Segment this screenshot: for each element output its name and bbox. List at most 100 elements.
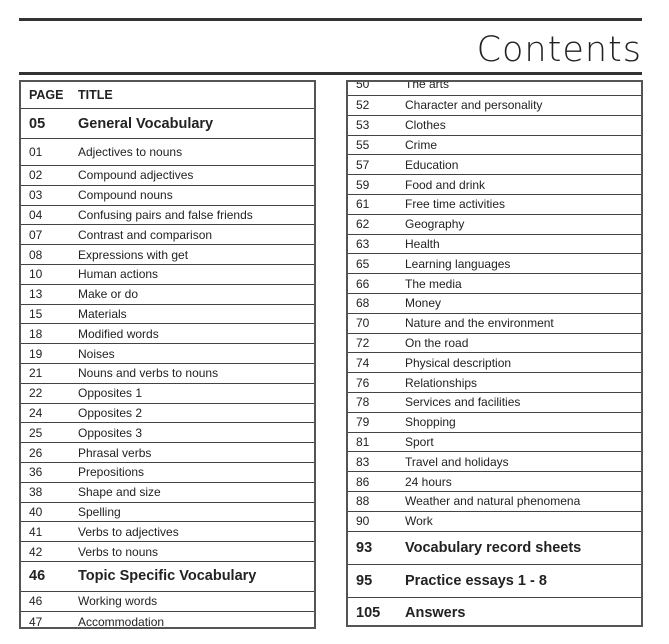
page-number: 05: [29, 115, 46, 132]
entry-title: Free time activities: [405, 197, 506, 212]
page-number: 88: [356, 494, 370, 509]
table-row[interactable]: 22 Opposites 1: [21, 384, 314, 404]
entry-title: Adjectives to nouns: [78, 145, 183, 159]
page-number: 41: [29, 524, 43, 539]
table-row[interactable]: 79 Shopping: [348, 413, 641, 433]
entry-title: Make or do: [78, 287, 139, 302]
table-row[interactable]: 83 Travel and holidays: [348, 452, 641, 473]
table-row[interactable]: 13 Make or do: [21, 285, 314, 305]
table-row[interactable]: 90 Work: [348, 512, 641, 532]
table-row[interactable]: 65 Learning languages: [348, 254, 641, 275]
table-row[interactable]: 46 Working words: [21, 592, 314, 612]
entry-title: Sport: [405, 434, 434, 449]
entry-title: Vocabulary record sheets: [405, 539, 582, 556]
table-row[interactable]: 07 Contrast and comparison: [21, 225, 314, 246]
entry-title: Physical description: [405, 355, 512, 370]
page-number: 24: [29, 405, 43, 420]
table-row[interactable]: 21 Nouns and verbs to nouns: [21, 364, 314, 384]
table-row[interactable]: 70 Nature and the environment: [348, 314, 641, 334]
table-row[interactable]: 10 Human actions: [21, 265, 314, 285]
section-row[interactable]: 105 Answers: [348, 598, 641, 625]
table-row[interactable]: 52 Character and personality: [348, 96, 641, 116]
page-number: 86: [356, 474, 370, 489]
table-row[interactable]: 74 Physical description: [348, 353, 641, 374]
entry-title: Relationships: [405, 375, 478, 390]
table-row[interactable]: 26 Phrasal verbs: [21, 443, 314, 463]
table-row[interactable]: 03 Compound nouns: [21, 186, 314, 206]
table-row[interactable]: 61 Free time activities: [348, 195, 641, 215]
entry-title: Spelling: [78, 504, 121, 519]
section-row[interactable]: 46 Topic Specific Vocabulary: [21, 562, 314, 592]
table-row[interactable]: 62 Geography: [348, 215, 641, 235]
entry-title: Verbs to adjectives: [78, 524, 179, 539]
section-row[interactable]: 93 Vocabulary record sheets: [348, 532, 641, 565]
table-row[interactable]: 68 Money: [348, 294, 641, 314]
table-row[interactable]: 86 24 hours: [348, 472, 641, 492]
table-row[interactable]: 57 Education: [348, 155, 641, 176]
table-row[interactable]: 38 Shape and size: [21, 483, 314, 503]
page-number: 10: [29, 267, 43, 282]
entry-title: Answers: [405, 605, 466, 622]
table-row[interactable]: 76 Relationships: [348, 373, 641, 393]
entry-title: Geography: [405, 217, 465, 232]
table-row[interactable]: 88 Weather and natural phenomena: [348, 492, 641, 512]
entry-title: Verbs to nouns: [78, 544, 159, 559]
table-row[interactable]: 40 Spelling: [21, 503, 314, 523]
table-row[interactable]: 25 Opposites 3: [21, 423, 314, 444]
entry-title: Compound adjectives: [78, 168, 194, 183]
page-number: 61: [356, 197, 370, 212]
entry-title: Expressions with get: [78, 247, 189, 262]
table-row[interactable]: 41 Verbs to adjectives: [21, 522, 314, 543]
table-row[interactable]: 18 Modified words: [21, 324, 314, 345]
table-row[interactable]: 50 The arts: [348, 82, 641, 96]
page-number: 02: [29, 168, 43, 183]
table-row[interactable]: 72 On the road: [348, 334, 641, 354]
table-row[interactable]: 01 Adjectives to nouns: [21, 139, 314, 166]
page-number: 38: [29, 485, 43, 500]
table-row[interactable]: 63 Health: [348, 235, 641, 255]
entry-title: Opposites 3: [78, 425, 143, 440]
entry-title: 24 hours: [405, 474, 452, 489]
page-number: 40: [29, 504, 43, 519]
page-number: 59: [356, 177, 370, 192]
section-row[interactable]: 95 Practice essays 1 - 8: [348, 565, 641, 598]
page-number: 07: [29, 227, 43, 242]
table-row[interactable]: 19 Noises: [21, 344, 314, 364]
section-row[interactable]: 05 General Vocabulary: [21, 109, 314, 139]
entry-title: Travel and holidays: [405, 454, 509, 469]
table-row[interactable]: 02 Compound adjectives: [21, 166, 314, 186]
table-row[interactable]: 81 Sport: [348, 433, 641, 453]
entry-title: On the road: [405, 335, 469, 350]
entry-title: Accommodation: [78, 614, 165, 629]
entry-title: General Vocabulary: [78, 115, 214, 132]
page-number: 13: [29, 287, 43, 302]
entry-title: Human actions: [78, 267, 159, 282]
table-row[interactable]: 78 Services and facilities: [348, 393, 641, 413]
page-number: 46: [29, 568, 46, 585]
entry-title: Contrast and comparison: [78, 227, 213, 242]
entry-title: Opposites 1: [78, 386, 143, 401]
table-row[interactable]: 15 Materials: [21, 305, 314, 325]
entry-title: Prepositions: [78, 465, 145, 480]
page-number: 47: [29, 614, 43, 629]
table-row[interactable]: 24 Opposites 2: [21, 404, 314, 424]
page-number: 65: [356, 256, 370, 271]
page-number: 03: [29, 188, 43, 203]
table-row[interactable]: 59 Food and drink: [348, 175, 641, 195]
table-row[interactable]: 42 Verbs to nouns: [21, 542, 314, 562]
table-row[interactable]: 36 Prepositions: [21, 463, 314, 483]
page-number: 08: [29, 247, 43, 262]
entry-title: Modified words: [78, 326, 159, 341]
table-row[interactable]: 04 Confusing pairs and false friends: [21, 206, 314, 226]
entry-title: Weather and natural phenomena: [405, 494, 581, 509]
entry-title: Phrasal verbs: [78, 445, 152, 460]
entry-title: Shopping: [405, 415, 456, 430]
table-row[interactable]: 66 The media: [348, 274, 641, 294]
table-row[interactable]: 55 Crime: [348, 136, 641, 156]
table-row[interactable]: 08 Expressions with get: [21, 245, 314, 265]
page-number: 105: [356, 605, 381, 622]
table-row[interactable]: 47 Accommodation: [21, 612, 314, 629]
page-number: 62: [356, 217, 370, 232]
table-row[interactable]: 53 Clothes: [348, 116, 641, 136]
entry-title: Services and facilities: [405, 395, 521, 410]
